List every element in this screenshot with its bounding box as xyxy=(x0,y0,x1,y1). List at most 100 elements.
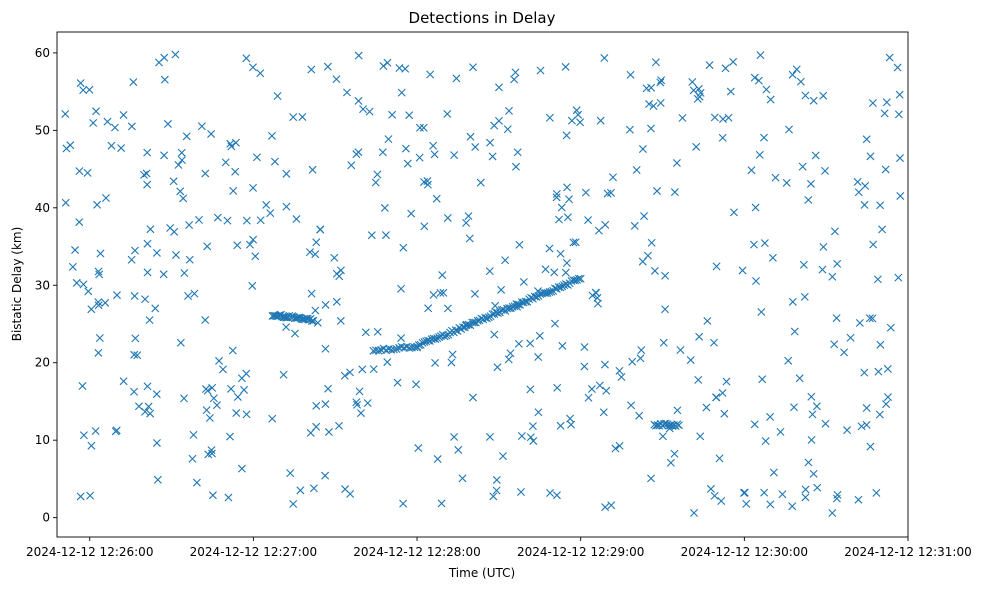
data-point xyxy=(399,499,408,508)
data-point xyxy=(790,327,799,336)
data-point xyxy=(801,485,810,494)
data-point xyxy=(541,265,550,274)
data-point xyxy=(470,289,479,298)
data-point xyxy=(607,188,615,197)
data-point xyxy=(340,371,349,380)
data-point xyxy=(649,101,658,110)
data-point xyxy=(111,427,120,436)
data-point xyxy=(504,355,513,364)
data-point xyxy=(866,442,875,451)
data-point xyxy=(146,409,155,418)
data-point xyxy=(429,141,438,150)
data-point xyxy=(672,159,681,167)
data-point xyxy=(209,394,218,403)
data-point xyxy=(248,281,257,290)
data-point xyxy=(749,240,758,249)
data-point xyxy=(203,242,212,251)
data-point xyxy=(346,489,355,498)
data-point xyxy=(874,367,883,376)
data-point xyxy=(432,194,441,203)
data-point xyxy=(881,165,890,174)
data-point xyxy=(62,144,71,153)
data-point xyxy=(676,346,685,354)
data-point xyxy=(656,99,665,107)
data-point xyxy=(367,231,376,240)
data-point xyxy=(811,151,820,160)
data-point xyxy=(565,195,574,204)
data-point xyxy=(466,132,475,141)
data-point xyxy=(218,365,227,374)
data-point xyxy=(651,58,660,67)
data-point xyxy=(152,390,161,399)
data-point xyxy=(131,334,140,343)
data-point xyxy=(91,427,100,436)
data-point xyxy=(78,382,87,391)
data-point xyxy=(227,384,235,393)
data-point xyxy=(768,253,777,262)
data-point xyxy=(552,189,561,198)
data-point xyxy=(790,403,798,412)
data-point xyxy=(353,400,362,409)
data-point xyxy=(202,406,211,415)
data-point xyxy=(431,358,440,367)
data-point xyxy=(110,123,119,132)
data-point xyxy=(205,413,214,422)
data-point xyxy=(705,61,714,70)
data-point xyxy=(354,96,363,105)
y-tick-label: 30 xyxy=(35,278,50,292)
data-point xyxy=(188,454,197,463)
data-point xyxy=(545,244,554,253)
data-point xyxy=(127,255,136,264)
data-point xyxy=(266,209,275,218)
data-point xyxy=(185,255,194,264)
data-point xyxy=(117,144,126,153)
data-point xyxy=(504,106,513,115)
data-point xyxy=(861,181,870,190)
data-point xyxy=(354,51,363,60)
data-point xyxy=(715,454,724,463)
data-point xyxy=(813,483,822,492)
data-point xyxy=(501,256,510,265)
data-point xyxy=(468,393,477,402)
data-point xyxy=(876,340,885,349)
data-point xyxy=(529,436,538,445)
data-point xyxy=(600,360,609,369)
x-tick-label: 2024-12-12 12:30:00 xyxy=(681,545,808,559)
data-point xyxy=(854,495,863,504)
data-point xyxy=(873,275,882,284)
data-point xyxy=(419,123,428,132)
data-point xyxy=(94,298,103,307)
data-point xyxy=(89,118,98,127)
data-point xyxy=(857,422,866,431)
data-point xyxy=(798,162,807,171)
data-point xyxy=(462,218,471,227)
data-point xyxy=(626,70,635,79)
data-point xyxy=(686,356,695,365)
data-point xyxy=(717,496,726,505)
data-point xyxy=(808,410,817,419)
data-point xyxy=(389,345,398,354)
data-point xyxy=(828,272,837,281)
data-point xyxy=(635,411,644,420)
data-point xyxy=(143,268,152,277)
data-point xyxy=(291,329,299,338)
data-point xyxy=(192,478,201,487)
data-point xyxy=(818,265,827,274)
data-point xyxy=(812,402,821,411)
data-point xyxy=(508,302,517,311)
data-point xyxy=(140,170,149,179)
data-point xyxy=(215,356,224,365)
data-point xyxy=(61,198,70,207)
data-point xyxy=(352,150,361,159)
y-tick-label: 10 xyxy=(35,433,50,447)
data-point xyxy=(228,346,237,355)
data-point xyxy=(397,334,406,343)
data-point xyxy=(576,118,585,127)
data-point xyxy=(363,399,372,408)
data-point xyxy=(226,432,234,441)
data-point xyxy=(179,194,188,203)
data-point xyxy=(307,317,316,325)
data-point xyxy=(365,107,374,116)
data-point xyxy=(599,408,608,417)
data-point xyxy=(430,150,439,159)
